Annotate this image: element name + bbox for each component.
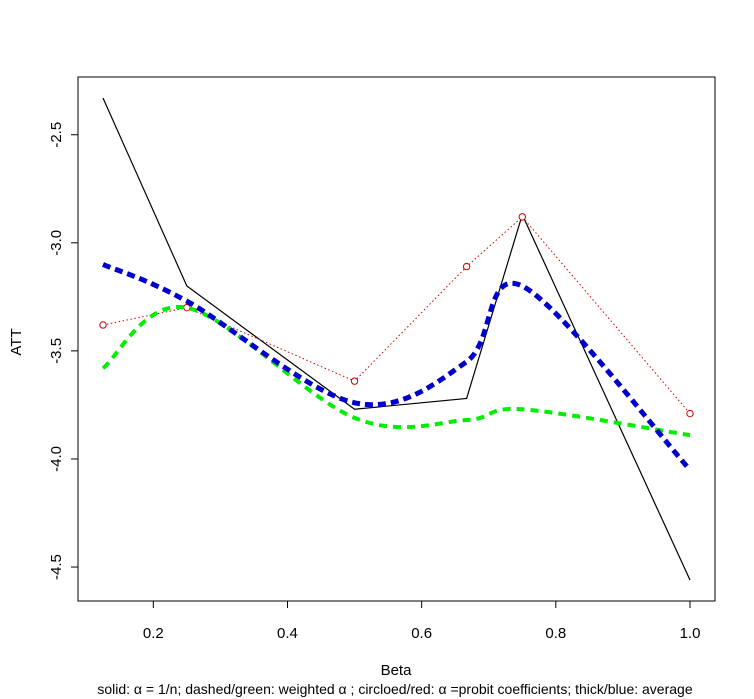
y-axis: -2.5 -3.0 -3.5 -4.0 -4.5 <box>48 122 79 580</box>
data-point <box>518 213 526 221</box>
x-tick-label: 0.2 <box>143 625 164 642</box>
y-axis-title: ATT <box>8 328 25 355</box>
data-point <box>462 262 471 271</box>
series-average <box>101 262 692 472</box>
series-line <box>101 304 691 438</box>
series-layer <box>99 97 694 581</box>
x-axis: 0.2 0.4 0.6 0.8 1.0 <box>143 600 701 642</box>
x-tick-label: 0.4 <box>277 625 298 642</box>
x-tick-label: 0.8 <box>545 625 566 642</box>
x-tick-label: 0.6 <box>411 625 432 642</box>
y-tick-label: -3.0 <box>48 230 65 256</box>
data-point <box>350 377 359 385</box>
series-probit-coefficients <box>99 213 694 418</box>
series-line <box>102 97 691 581</box>
series-weighted <box>101 304 691 438</box>
series-1-n <box>102 97 691 581</box>
y-tick-label: -2.5 <box>48 122 65 148</box>
data-point <box>183 303 191 312</box>
data-point <box>99 321 107 329</box>
y-tick-label: -3.5 <box>48 338 65 364</box>
x-tick-label: 1.0 <box>680 625 701 642</box>
data-point <box>686 409 694 418</box>
series-line <box>102 216 691 414</box>
plot-frame <box>77 76 716 602</box>
chart-caption: solid: α = 1/n; dashed/green: weighted α… <box>97 681 692 697</box>
series-line <box>101 262 692 472</box>
y-tick-label: -4.5 <box>48 554 65 580</box>
y-tick-label: -4.0 <box>48 446 65 472</box>
x-axis-title: Beta <box>381 662 413 679</box>
